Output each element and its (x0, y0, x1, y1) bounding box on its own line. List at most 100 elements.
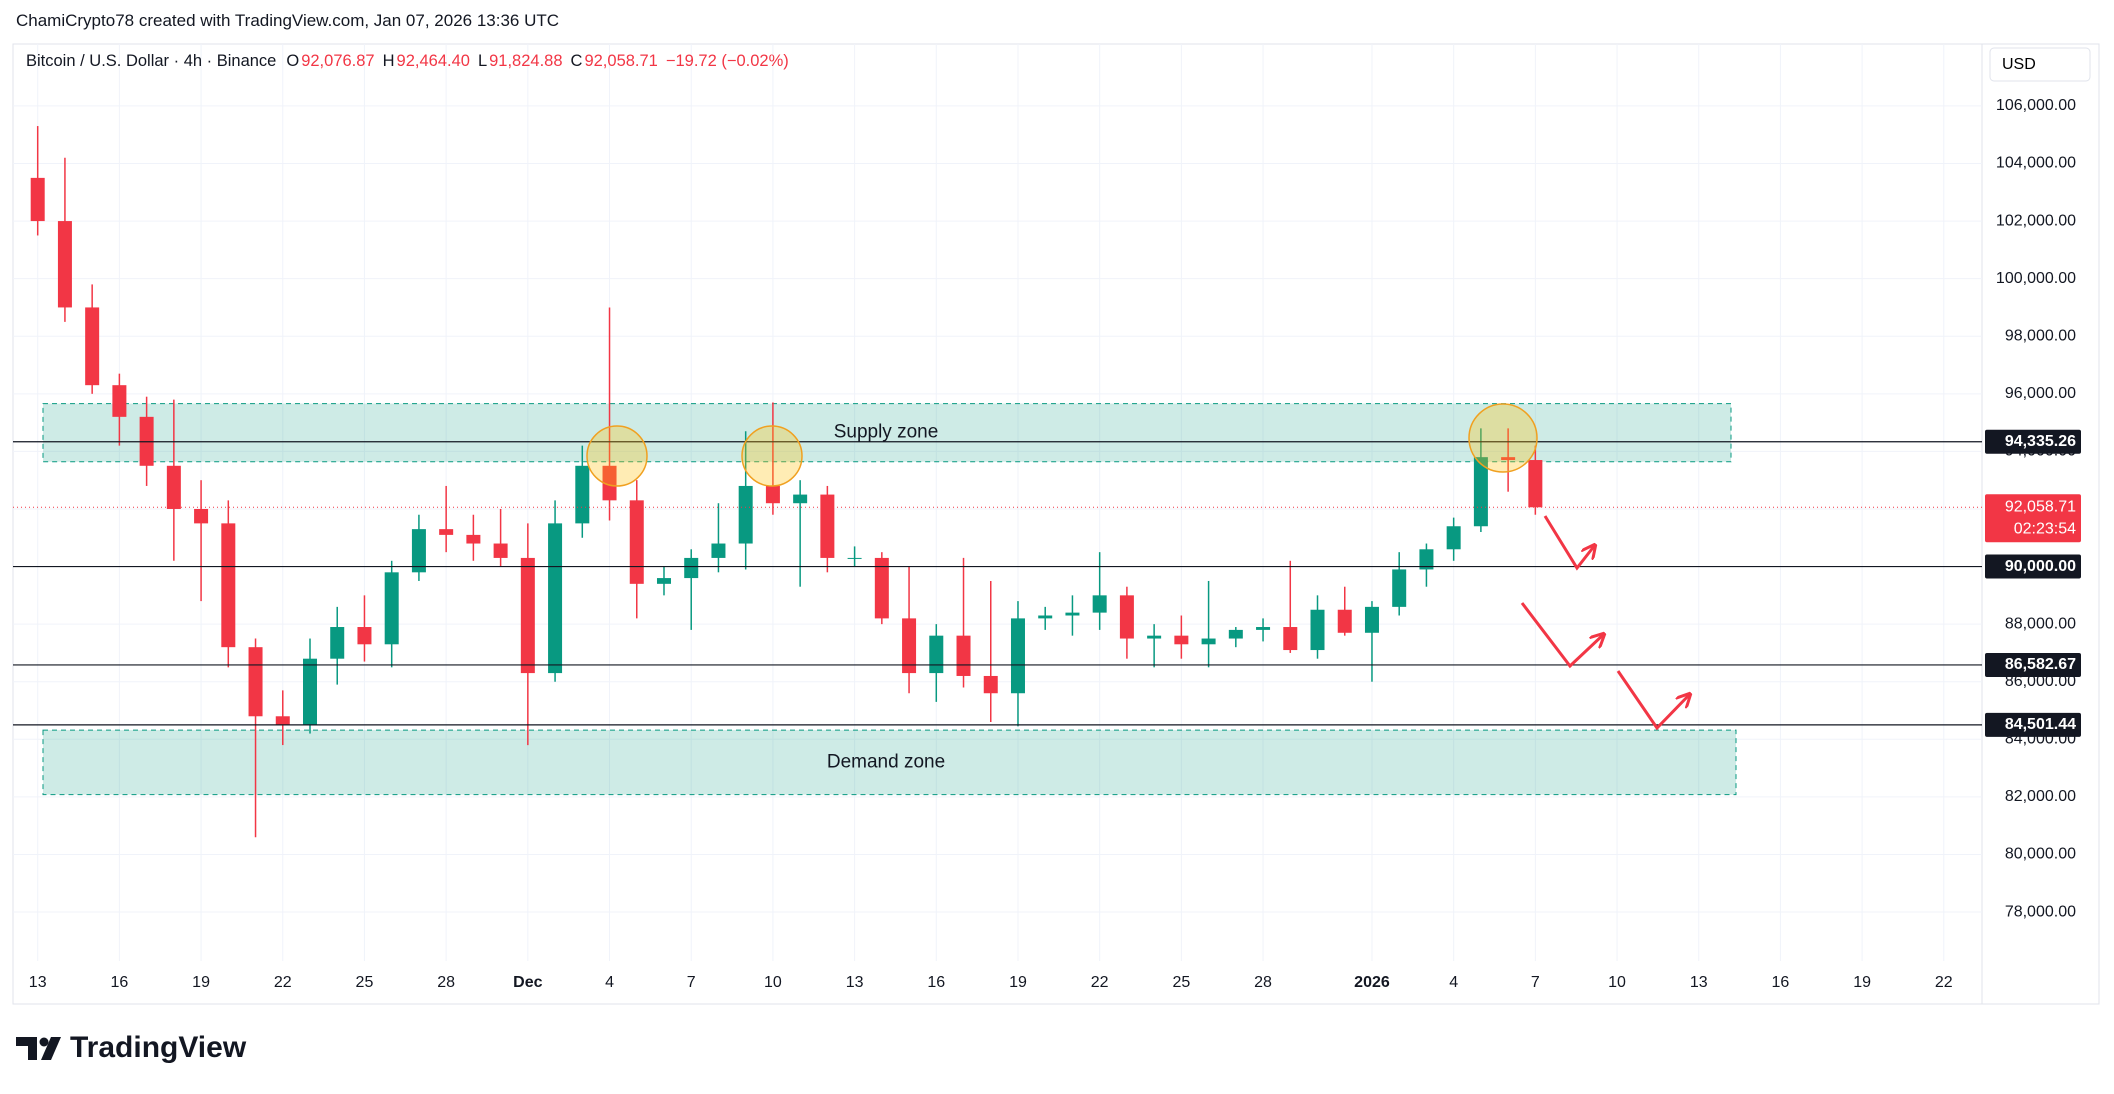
candle-body (1228, 629, 1243, 639)
x-tick-label: 28 (437, 974, 455, 991)
x-tick-label: 16 (1772, 974, 1790, 991)
candle-body (902, 618, 917, 674)
x-tick-label: 7 (1531, 974, 1540, 991)
candle-body (1392, 569, 1407, 607)
x-tick-label: 16 (927, 974, 945, 991)
candle-body (684, 557, 699, 579)
x-tick-label: Dec (513, 974, 542, 991)
candle-body (411, 529, 426, 573)
zone-label: Demand zone (827, 751, 945, 772)
x-tick-label: 28 (1254, 974, 1272, 991)
ohlc-value: 92,076.87 (301, 52, 375, 70)
x-tick-label: 19 (192, 974, 210, 991)
candle-body (112, 385, 127, 417)
candle-body (1473, 457, 1488, 527)
brand: TradingView (70, 1031, 247, 1064)
symbol-header: Bitcoin / U.S. Dollar · 4h · Binance O 92,… (26, 52, 791, 71)
candle-body (1501, 457, 1516, 461)
candle-body (793, 494, 808, 504)
currency-box[interactable] (1989, 47, 2091, 82)
ohlc-value: 92,464.40 (396, 52, 470, 70)
candle-body (466, 534, 481, 544)
candle-body (1256, 627, 1271, 630)
y-tick-label: 98,000.00 (2005, 327, 2076, 344)
candle-body (1010, 618, 1025, 694)
x-tick-label: 19 (1853, 974, 1871, 991)
x-tick-label: 22 (1091, 974, 1109, 991)
candle-body (275, 716, 290, 725)
candle-body (248, 647, 263, 717)
x-tick-label: 16 (110, 974, 128, 991)
candle-body (874, 557, 889, 619)
y-tick-label: 86,000.00 (2005, 673, 2076, 690)
currency: USD (2002, 56, 2036, 73)
candle-body (384, 572, 399, 645)
highlight-circle (586, 425, 648, 487)
last-price-box (1985, 494, 2081, 543)
candle-body (765, 485, 780, 504)
x-tick-label: 13 (1690, 974, 1708, 991)
candle-body (820, 494, 835, 558)
change: −19.72 (−0.02%) (665, 52, 789, 70)
ohlc-key: O (286, 52, 300, 70)
level-label: 94,335.26 (2005, 433, 2076, 450)
candle-body (1310, 609, 1325, 651)
y-tick-label: 88,000.00 (2005, 615, 2076, 632)
ohlc-key: L (477, 52, 488, 70)
y-tick-label: 80,000.00 (2005, 846, 2076, 863)
annotations (586, 403, 1690, 731)
ohlc-value: 92,058.71 (584, 52, 658, 70)
last-price-label: 92,058.71 (2005, 499, 2076, 516)
candle-body (629, 500, 644, 584)
candle-body (57, 221, 72, 308)
logo-mark (41, 1037, 61, 1060)
x-tick-label: 22 (1935, 974, 1953, 991)
y-tick-label: 102,000.00 (1996, 212, 2076, 229)
chart-frame (12, 43, 2100, 1005)
highlight-circle (1468, 403, 1538, 473)
candle-body (847, 557, 862, 559)
countdown: 02:23:54 (2014, 521, 2076, 538)
candle-body (303, 658, 317, 725)
candle-body (166, 465, 181, 509)
zone-label: Supply zone (834, 422, 939, 443)
level-label-box (1985, 652, 2081, 677)
x-tick-label: 13 (29, 974, 47, 991)
candle-body (1065, 612, 1080, 616)
candle-body (1038, 615, 1053, 619)
x-tick-label: 4 (1449, 974, 1458, 991)
candle-body (1174, 635, 1189, 645)
level-label-box (1985, 554, 2081, 579)
candle-body (1092, 595, 1107, 613)
candle-body (439, 529, 454, 535)
candle-body (330, 627, 345, 659)
candle-body (1446, 526, 1461, 550)
candle-body (956, 635, 971, 676)
path-arrow (1543, 515, 1595, 571)
credit: ChamiCrypto78 created with TradingView.c… (16, 11, 560, 30)
level-label-box (1985, 429, 2081, 454)
level-label-box (1985, 712, 2081, 737)
y-tick-label: 104,000.00 (1996, 155, 2076, 172)
level-label: 86,582.67 (2005, 656, 2076, 673)
candle-body (575, 465, 590, 524)
candle-body (711, 543, 726, 558)
x-tick-label: 4 (605, 974, 614, 991)
candle-body (1119, 595, 1134, 639)
y-tick-label: 100,000.00 (1996, 270, 2076, 287)
candle-body (1364, 606, 1379, 633)
candle-body (656, 578, 671, 584)
symbol: Bitcoin / U.S. Dollar · 4h · Binance (26, 52, 277, 70)
logo-mark (16, 1037, 37, 1060)
x-tick-label: 25 (1172, 974, 1190, 991)
ohlc-value: 91,824.88 (489, 52, 563, 70)
x-tick-label: 25 (356, 974, 374, 991)
logo: TradingView (16, 1031, 247, 1064)
ohlc-key: H (382, 52, 395, 70)
candle-body (1283, 627, 1298, 651)
y-tick-label: 78,000.00 (2005, 903, 2076, 920)
candle-body (357, 627, 372, 645)
candle-body (520, 557, 535, 674)
